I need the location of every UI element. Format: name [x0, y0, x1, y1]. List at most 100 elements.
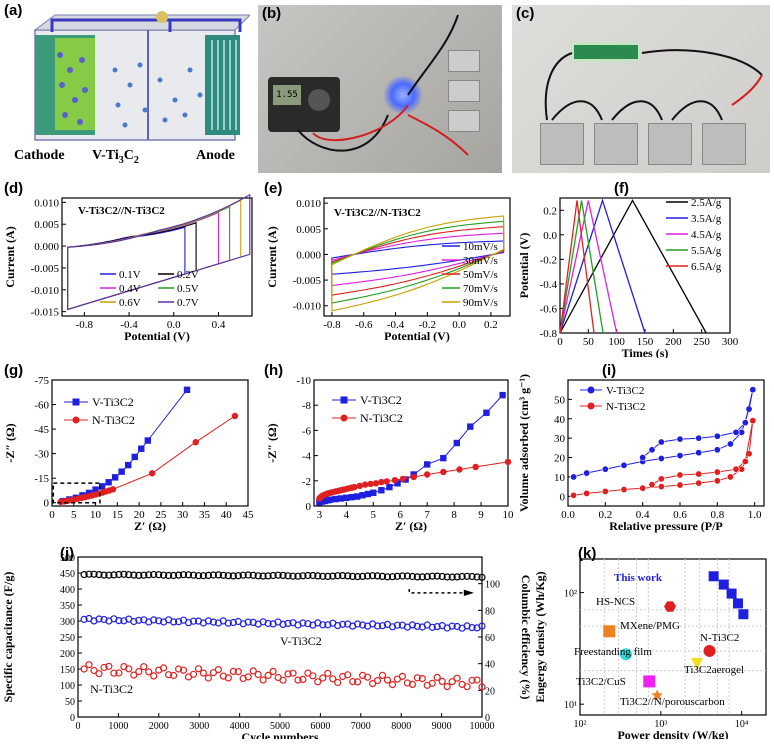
data-point [643, 675, 656, 688]
series-annotation: N-Ti3C2 [90, 682, 133, 696]
data-point [373, 622, 382, 630]
y-tick-label: -2 [302, 476, 311, 488]
data-point [423, 471, 431, 478]
x-axis-title: Potential (V) [384, 329, 450, 343]
legend-label: 10mV/s [463, 241, 498, 253]
data-point [189, 617, 198, 625]
legend-marker [587, 402, 595, 410]
y-tick-label: 400 [60, 585, 75, 596]
data-point [383, 676, 392, 684]
y-tick-label: 100 [60, 681, 75, 692]
data-point [468, 623, 476, 632]
data-point [309, 672, 317, 680]
panel-label-c: (c) [516, 5, 535, 22]
panel-d: (d) -0.8 -0.4 0.0 0.4 0.010 0.005 0.000 -0.005-… [0, 178, 258, 358]
data-point [314, 572, 322, 580]
data-point [583, 489, 591, 497]
data-point [326, 496, 334, 503]
y-tick-label: 0.000 [34, 241, 59, 253]
gcd-curve [559, 198, 646, 334]
y2-tick-label: 60 [485, 633, 495, 644]
y-tick-label: 250 [60, 633, 75, 644]
y-axis-title: Volume adsorbed (cm³ g⁻¹) [517, 374, 531, 512]
data-point [619, 648, 632, 661]
x-tick-label: 2000 [149, 721, 169, 732]
panel-label-i: (i) [602, 362, 617, 379]
data-point [110, 669, 118, 677]
data-point [131, 453, 138, 461]
plot-frame [51, 379, 249, 507]
data-point [443, 683, 451, 691]
panel-g: (g) 0 5 10 15 20 25 30 35 40 45 -75 -60 -45 -30 -15 0 Z′… [0, 360, 258, 540]
legend-marker [340, 396, 348, 404]
x-tick-label: 10000 [470, 721, 495, 732]
data-point [110, 571, 118, 579]
data-point [234, 572, 242, 580]
data-point [274, 571, 282, 579]
data-point [319, 572, 327, 580]
legend-label: 90mV/s [463, 297, 498, 309]
data-point [329, 675, 337, 683]
annotation-label: V-Ti3C2//N-Ti3C2 [78, 205, 165, 217]
point-label: Ti3C2/CuS [576, 676, 626, 688]
cv-curve [67, 193, 251, 311]
data-point [109, 486, 117, 493]
data-point [356, 482, 364, 490]
legend-label: 70mV/s [463, 283, 498, 295]
data-point [570, 473, 578, 481]
data-point [620, 461, 628, 469]
data-point [383, 573, 392, 581]
data-point [184, 571, 193, 579]
data-point [378, 671, 387, 679]
data-point [413, 622, 421, 630]
panel-f: (f) 0 50 100 150 200 250 300 0.2 0.0 -0.2 -0.4 -0.6… [516, 178, 774, 360]
data-point [160, 664, 168, 672]
data-point [279, 676, 287, 684]
data-point [244, 571, 252, 579]
cv-chart-e: -0.8 -0.6 -0.4 -0.2 0.0 0.2 0.010 0.005 0.000 -0.… [265, 197, 511, 343]
point-label: Ti3C2aerogel [684, 664, 744, 676]
data-point [433, 622, 441, 631]
y-tick-label: 0 [70, 713, 75, 724]
data-point [304, 571, 312, 580]
data-point [224, 619, 232, 627]
data-point [259, 572, 267, 580]
legend-label: 0.7V [177, 297, 199, 309]
x-tick-label: 9 [478, 509, 484, 521]
point-label: This work [614, 572, 663, 584]
multimeter-display: 1.55 [273, 85, 301, 105]
data-point [259, 676, 267, 684]
data-point [398, 672, 406, 680]
panel-h: (h) 3 4 5 6 7 8 9 10 -10 -8 -6 -4 -2 0 Z′ (Ω) -Z″ (Ω) V-… [262, 360, 516, 540]
x-tick-label: 0.0 [452, 319, 466, 331]
data-point [319, 621, 327, 629]
data-point [105, 571, 113, 579]
panel-label-j: (j) [60, 545, 75, 562]
x-tick-label: 1000 [108, 721, 128, 732]
x-tick-label: 150 [637, 336, 654, 348]
data-point [499, 391, 506, 399]
data-point [393, 621, 401, 629]
y-tick-label: 30 [554, 433, 566, 445]
data-point [179, 571, 188, 579]
y-axis-title: Potential (V) [517, 233, 531, 299]
data-point [353, 493, 361, 500]
series-annotation: V-Ti3C2 [280, 634, 322, 648]
data-point [367, 480, 374, 488]
data-point [269, 667, 277, 676]
data-point [351, 483, 358, 491]
data-point [483, 409, 490, 416]
data-point [690, 657, 703, 670]
data-point [264, 619, 272, 628]
y-tick-label: -10 [296, 375, 311, 387]
y-tick-label: -0.2 [540, 254, 557, 266]
x-tick-label: 9000 [432, 721, 452, 732]
multimeter: 1.55 [268, 77, 340, 132]
gcd-chart-f: 0 50 100 150 200 250 300 0.2 0.0 -0.2 -0.4 -0.6 -0.8… [517, 197, 739, 360]
y-axis-title: -Z″ (Ω) [3, 423, 17, 462]
data-point [601, 487, 609, 495]
data-point [329, 572, 337, 580]
data-point [140, 571, 148, 579]
data-point [359, 572, 367, 580]
data-point [145, 571, 153, 579]
